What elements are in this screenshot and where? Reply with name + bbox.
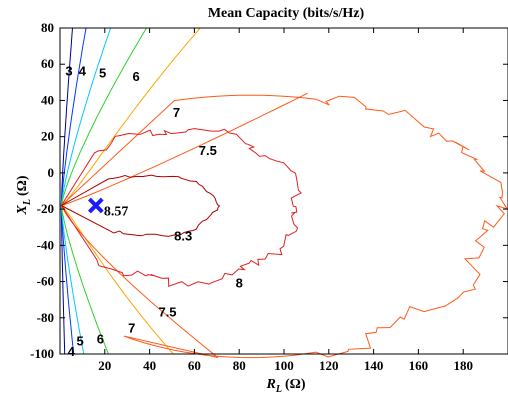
x-tick-label: 60: [188, 358, 201, 373]
x-axis-label-main: R: [266, 377, 276, 392]
x-tick-label: 140: [364, 358, 384, 373]
contour-label: 8.3: [174, 228, 192, 243]
x-tick-label: 120: [319, 358, 339, 373]
y-tick-label: -80: [37, 310, 54, 325]
contour-line-7.5: [60, 92, 508, 359]
contour-line-8.3: [61, 174, 221, 237]
contour-label: 5: [77, 333, 84, 348]
x-tick-label: 20: [98, 358, 111, 373]
y-tick-label: 40: [41, 92, 54, 107]
x-tick-label: 100: [274, 358, 294, 373]
contour-label: 4: [68, 344, 76, 359]
contour-label: 7: [173, 105, 180, 120]
contour-label: 7.5: [158, 304, 176, 319]
x-tick-label: 40: [143, 358, 156, 373]
y-axis-label-main: X: [15, 205, 30, 216]
y-axis-label-unit: (Ω): [15, 175, 30, 196]
y-tick-label: -100: [30, 346, 54, 361]
plot-frame: [59, 27, 508, 355]
contour-label: 6: [133, 69, 140, 84]
maximum-marker: 8.57: [88, 197, 129, 219]
x-axis-label-sub: L: [275, 384, 282, 395]
contour-label: 5: [99, 65, 106, 80]
contour-line-7: [62, 27, 201, 355]
y-tick-label: -40: [37, 237, 54, 252]
x-tick-label: 180: [453, 358, 473, 373]
maximum-point-marker: [88, 197, 104, 214]
x-tick-label: 80: [233, 358, 246, 373]
y-tick-label: 0: [48, 165, 55, 180]
y-tick-label: -60: [37, 274, 54, 289]
contour-label: 7: [128, 321, 135, 336]
axis-ticks: 20 40 60 80 100 120 140 160 180 -100 -80 -60 -40 -20 0…: [30, 20, 508, 373]
x-axis-label-unit: (Ω): [285, 377, 306, 392]
maximum-value-label: 8.57: [104, 204, 129, 219]
contour-label: 3: [65, 63, 72, 78]
contour-label: 8: [236, 275, 243, 290]
x-tick-label: 160: [409, 358, 429, 373]
y-tick-label: 80: [41, 20, 54, 35]
y-tick-label: 20: [41, 129, 54, 144]
chart-title: Mean Capacity (bits/s/Hz): [208, 6, 365, 21]
y-tick-label: -20: [37, 201, 54, 216]
y-axis-label-sub: L: [22, 199, 33, 206]
contour-label: 6: [97, 332, 104, 347]
x-axis-label: RL (Ω): [266, 377, 306, 395]
y-axis-label: XL (Ω): [15, 175, 33, 215]
y-tick-label: 60: [41, 56, 54, 71]
contour-label: 7.5: [199, 143, 217, 158]
contour-lines: [60, 27, 508, 359]
contour-label: 4: [79, 63, 87, 78]
contour-line-8: [60, 128, 302, 288]
